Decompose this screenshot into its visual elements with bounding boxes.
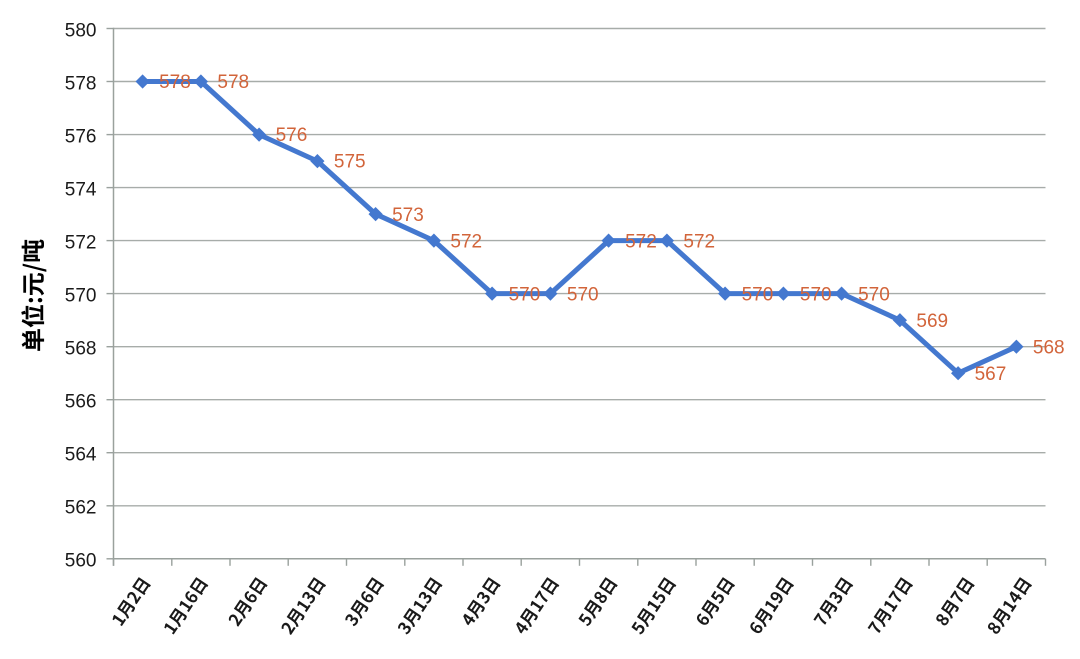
svg-text:572: 572: [450, 231, 482, 252]
svg-text:573: 573: [392, 205, 424, 226]
svg-text:570: 570: [509, 284, 541, 305]
svg-text:570: 570: [800, 284, 832, 305]
svg-text:570: 570: [858, 284, 890, 305]
svg-text:562: 562: [65, 498, 97, 519]
svg-text:576: 576: [276, 125, 308, 146]
svg-text:578: 578: [65, 73, 97, 94]
svg-text:572: 572: [65, 233, 97, 254]
svg-text:570: 570: [567, 284, 599, 305]
svg-text:572: 572: [683, 231, 715, 252]
svg-text:566: 566: [65, 392, 97, 413]
svg-text:570: 570: [65, 286, 97, 307]
svg-text:570: 570: [742, 284, 774, 305]
svg-text:576: 576: [65, 126, 97, 147]
svg-text:574: 574: [65, 179, 97, 200]
svg-text:572: 572: [625, 231, 657, 252]
svg-text:575: 575: [334, 152, 366, 173]
svg-text:568: 568: [1033, 337, 1065, 358]
svg-text:567: 567: [975, 364, 1007, 385]
svg-text:564: 564: [65, 445, 97, 466]
svg-text:578: 578: [217, 72, 249, 93]
svg-text:580: 580: [65, 20, 97, 41]
svg-text:568: 568: [65, 339, 97, 360]
svg-text:560: 560: [65, 551, 97, 572]
svg-text:578: 578: [159, 72, 191, 93]
svg-text:569: 569: [916, 311, 948, 332]
